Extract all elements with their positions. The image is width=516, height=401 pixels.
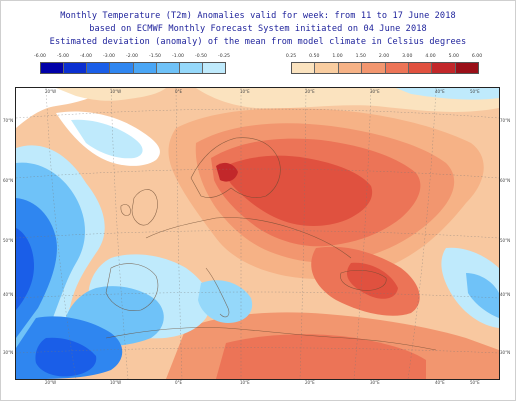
map-bottom-tick-label: 10°W: [110, 380, 122, 385]
map-right-tick-label: 40°N: [500, 292, 511, 297]
anomaly-map: [15, 87, 500, 380]
map-bottom-tick-label: 20°E: [305, 380, 315, 385]
map-top-tick-label: 20°W: [45, 89, 57, 94]
map-bottom-tick-label: 30°E: [370, 380, 380, 385]
neg-colorbar-swatch: [41, 63, 65, 73]
neg-colorbar-label: -0.50: [195, 54, 207, 59]
pos-colorbar-swatch: [455, 63, 478, 73]
pos-colorbar-label: 0.25: [285, 54, 297, 59]
map-left-tick-label: 30°N: [3, 350, 14, 355]
neg-colorbar-swatch: [87, 63, 111, 73]
negative-anomaly-colorbar: -6.00 -5.00 -4.00 -3.00 -2.00 -1.50 -1.00 -0.50…: [34, 54, 230, 74]
neg-colorbar-swatch: [179, 63, 203, 73]
neg-colorbar-swatch: [110, 63, 134, 73]
neg-colorbar-label: -0.25: [218, 54, 230, 59]
pos-colorbar-swatch: [292, 63, 316, 73]
map-left-tick-label: 50°N: [3, 238, 14, 243]
map-top-tick-label: 20°E: [305, 89, 315, 94]
pos-colorbar-swatch: [385, 63, 409, 73]
pos-colorbar-label: 4.00: [425, 54, 436, 59]
neg-colorbar-swatch: [202, 63, 225, 73]
pos-colorbar-label: 3.00: [402, 54, 413, 59]
map-left-tick-label: 70°N: [3, 118, 14, 123]
map-top-tick-label: 50°E: [470, 89, 480, 94]
map-top-tick-label: 0°E: [175, 89, 183, 94]
neg-colorbar-label: -1.50: [149, 54, 161, 59]
chart-title: Monthly Temperature (T2m) Anomalies vali…: [60, 11, 456, 21]
map-bottom-tick-label: 20°W: [45, 380, 57, 385]
neg-colorbar-label: -3.00: [103, 54, 115, 59]
map-right-tick-label: 30°N: [500, 350, 511, 355]
pos-colorbar-label: 0.50: [309, 54, 320, 59]
neg-colorbar-label: -6.00: [34, 54, 46, 59]
map-bottom-tick-label: 10°E: [240, 380, 250, 385]
pos-colorbar-label: 1.50: [355, 54, 366, 59]
map-top-tick-label: 30°E: [370, 89, 380, 94]
neg-colorbar-label: -1.00: [172, 54, 184, 59]
neg-colorbar-label: -2.00: [126, 54, 138, 59]
pos-colorbar-swatch: [432, 63, 456, 73]
neg-colorbar-swatch: [64, 63, 88, 73]
pos-colorbar-swatch: [408, 63, 433, 73]
map-top-tick-label: 10°E: [240, 89, 250, 94]
pos-colorbar-swatch: [362, 63, 386, 73]
chart-subtitle: based on ECMWF Monthly Forecast System i…: [89, 24, 427, 34]
map-bottom-tick-label: 40°E: [435, 380, 445, 385]
pos-colorbar-label: 1.00: [332, 54, 343, 59]
map-right-tick-label: 70°N: [500, 118, 511, 123]
pos-colorbar-label: 6.00: [471, 54, 483, 59]
map-top-tick-label: 40°E: [435, 89, 445, 94]
map-right-tick-label: 60°N: [500, 178, 511, 183]
map-right-tick-label: 50°N: [500, 238, 511, 243]
map-left-tick-label: 60°N: [3, 178, 14, 183]
map-top-tick-label: 10°W: [110, 89, 122, 94]
positive-anomaly-colorbar: 0.25 0.50 1.00 1.50 2.00 3.00 4.00 5.00 6.00: [285, 54, 485, 74]
map-bottom-tick-label: 0°E: [175, 380, 183, 385]
pos-colorbar-swatch: [338, 63, 363, 73]
map-bottom-tick-label: 50°E: [470, 380, 480, 385]
pos-colorbar-swatch: [315, 63, 339, 73]
neg-colorbar-swatch: [156, 63, 180, 73]
anomaly-map-graphic: [16, 88, 499, 379]
chart-description: Estimated deviation (anomaly) of the mea…: [49, 37, 467, 47]
neg-colorbar-label: -5.00: [57, 54, 69, 59]
map-left-tick-label: 40°N: [3, 292, 14, 297]
pos-colorbar-label: 2.00: [378, 54, 390, 59]
pos-colorbar-label: 5.00: [448, 54, 459, 59]
neg-colorbar-swatch: [133, 63, 157, 73]
neg-colorbar-label: -4.00: [80, 54, 92, 59]
